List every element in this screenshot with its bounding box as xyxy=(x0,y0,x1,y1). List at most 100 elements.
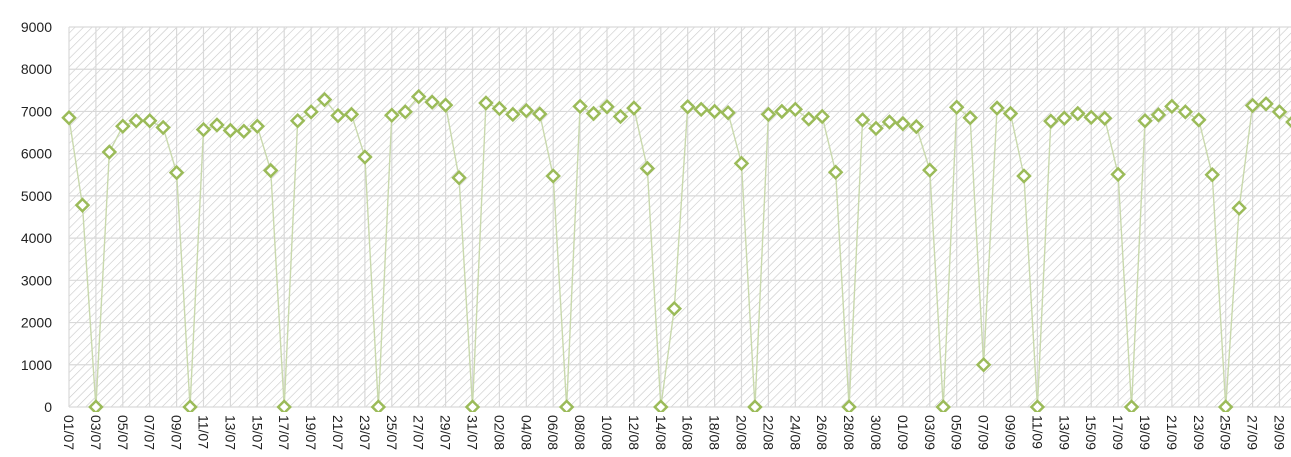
y-tick-label: 3000 xyxy=(21,272,52,288)
data-point-marker xyxy=(276,399,292,412)
x-tick-label: 16/08 xyxy=(680,415,696,450)
y-tick-label: 1000 xyxy=(21,357,52,373)
data-point-marker xyxy=(626,100,642,116)
x-tick-label: 28/08 xyxy=(841,415,857,450)
data-point-marker xyxy=(397,104,414,120)
data-point-marker xyxy=(733,155,750,172)
data-point-marker xyxy=(491,100,508,117)
data-point-marker xyxy=(1271,104,1288,120)
data-point-marker xyxy=(478,95,494,111)
data-point-marker xyxy=(1191,112,1207,128)
y-tick-label: 6000 xyxy=(21,146,52,162)
data-point-marker xyxy=(693,101,709,118)
x-tick-label: 06/08 xyxy=(545,415,561,450)
data-point-marker xyxy=(357,149,373,165)
x-tick-label: 01/09 xyxy=(895,415,911,450)
x-tick-label: 04/08 xyxy=(518,415,534,450)
data-point-marker xyxy=(720,104,736,121)
data-point-marker xyxy=(464,399,481,412)
data-point-marker xyxy=(975,357,992,373)
data-point-marker xyxy=(222,122,239,139)
data-point-marker xyxy=(599,99,615,115)
y-tick-label: 9000 xyxy=(21,19,52,35)
data-point-marker xyxy=(774,103,790,120)
data-point-marker xyxy=(424,94,440,110)
data-point-marker xyxy=(868,120,884,137)
data-point-marker xyxy=(128,112,145,129)
x-tick-label: 11/09 xyxy=(1029,415,1045,449)
data-point-marker xyxy=(922,162,938,178)
x-tick-label: 11/07 xyxy=(196,415,212,449)
data-point-marker xyxy=(74,197,91,213)
data-point-marker xyxy=(545,168,561,184)
data-point-marker xyxy=(666,300,683,317)
x-tick-label: 27/07 xyxy=(411,415,427,450)
x-tick-label: 15/09 xyxy=(1083,415,1099,450)
x-tick-label: 01/07 xyxy=(61,415,77,450)
x-tick-label: 09/07 xyxy=(169,415,185,450)
data-point-marker xyxy=(1002,105,1019,122)
data-point-marker xyxy=(236,123,252,140)
data-point-marker xyxy=(612,108,629,125)
y-tick-label: 4000 xyxy=(21,230,52,246)
x-tick-label: 08/08 xyxy=(572,415,588,450)
x-tick-label: 29/09 xyxy=(1272,415,1288,450)
data-point-marker xyxy=(1029,399,1046,412)
data-point-marker xyxy=(1123,399,1140,412)
data-point-marker xyxy=(1231,200,1247,216)
data-point-marker xyxy=(962,110,978,126)
data-point-marker xyxy=(948,99,965,115)
data-point-marker xyxy=(1069,105,1086,122)
y-axis: 0 1000 2000 3000 4000 5000 6000 7000 8000 9000 xyxy=(21,19,52,415)
x-tick-label: 25/07 xyxy=(384,415,400,450)
gridlines xyxy=(68,26,1291,408)
data-point-marker xyxy=(572,98,588,115)
data-point-marker xyxy=(531,106,548,122)
data-point-marker xyxy=(989,100,1005,116)
x-tick-label: 05/09 xyxy=(949,415,965,450)
data-point-marker xyxy=(410,88,427,105)
data-point-marker xyxy=(706,103,723,120)
x-tick-label: 03/09 xyxy=(922,415,938,450)
y-tick-label: 7000 xyxy=(21,103,52,119)
x-tick-label: 13/09 xyxy=(1056,415,1072,450)
data-point-marker xyxy=(384,107,400,124)
data-point-marker xyxy=(262,162,279,179)
x-tick-label: 03/07 xyxy=(88,415,104,450)
x-tick-label: 18/08 xyxy=(707,415,723,450)
data-point-marker xyxy=(1204,167,1221,183)
data-point-marker xyxy=(639,160,656,177)
data-point-marker xyxy=(168,164,185,181)
data-point-marker xyxy=(760,106,777,123)
y-tick-label: 5000 xyxy=(21,188,52,204)
x-tick-label: 24/08 xyxy=(787,415,803,450)
data-point-marker xyxy=(316,91,333,108)
x-tick-label: 21/09 xyxy=(1164,415,1180,450)
data-point-marker xyxy=(747,399,763,412)
data-point-marker xyxy=(895,115,911,132)
x-tick-label: 20/08 xyxy=(734,415,750,450)
data-point-marker xyxy=(841,399,857,412)
y-tick-label: 2000 xyxy=(21,315,52,331)
data-point-marker xyxy=(908,118,925,135)
x-tick-label: 10/08 xyxy=(599,415,615,450)
x-tick-label: 12/08 xyxy=(626,415,642,450)
data-point-marker xyxy=(451,169,467,186)
data-point-marker xyxy=(115,118,131,134)
data-point-marker xyxy=(1083,109,1099,126)
data-point-marker xyxy=(935,399,952,412)
x-tick-label: 09/09 xyxy=(1003,415,1019,450)
x-tick-label: 02/08 xyxy=(491,415,507,450)
x-tick-label: 07/07 xyxy=(142,415,158,450)
x-tick-label: 23/07 xyxy=(357,415,373,450)
data-point-marker xyxy=(827,164,844,181)
data-point-marker xyxy=(881,114,898,130)
data-point-marker xyxy=(289,112,306,129)
data-point-marker xyxy=(800,111,817,127)
data-point-marker xyxy=(1258,96,1274,112)
data-point-marker xyxy=(1016,168,1032,184)
data-point-marker xyxy=(437,97,454,113)
x-tick-label: 30/08 xyxy=(868,415,884,450)
x-tick-label: 19/09 xyxy=(1137,415,1153,450)
